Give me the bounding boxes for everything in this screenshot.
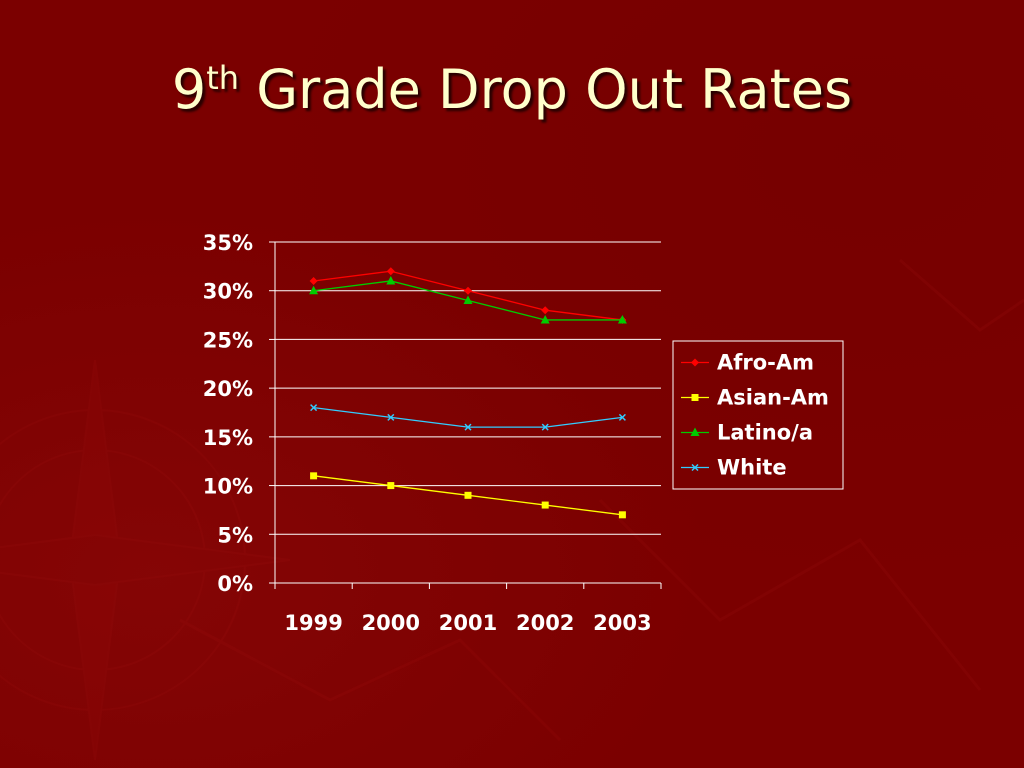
legend-box [672, 340, 844, 490]
x-tick-label: 1999 [284, 611, 342, 635]
legend-swatch-marker [691, 463, 699, 472]
slide-title-main: 9 [171, 58, 207, 121]
data-point [387, 482, 395, 490]
y-tick-label: 0% [217, 572, 253, 596]
legend-label: Asian-Am [717, 386, 829, 410]
data-point [386, 267, 395, 276]
slide-title: 9th Grade Drop Out Rates [0, 55, 1024, 125]
data-point [541, 423, 549, 431]
x-tick-label: 2000 [362, 611, 420, 635]
data-point [464, 423, 472, 431]
series-line-white [313, 406, 623, 428]
x-tick-label: 2003 [593, 611, 651, 635]
data-point [464, 491, 472, 499]
data-point [540, 314, 550, 324]
data-point [618, 511, 626, 519]
y-tick-label: 5% [217, 523, 253, 547]
data-point [310, 404, 318, 412]
data-point [617, 314, 627, 324]
x-tick-label: 2001 [439, 611, 497, 635]
slide-title-superscript: th [206, 59, 240, 97]
data-point [464, 286, 472, 295]
legend-swatch-marker [690, 427, 700, 436]
data-point [541, 501, 549, 509]
y-tick-label: 25% [203, 328, 253, 352]
data-point [309, 276, 318, 285]
legend-label: Latino/a [717, 421, 813, 445]
data-point [386, 275, 396, 285]
legend-swatch-marker [691, 358, 699, 367]
legend-label: Afro-Am [717, 351, 814, 375]
data-point [541, 306, 550, 315]
legend-swatch-marker [691, 394, 699, 401]
data-point [463, 295, 473, 304]
slide-title-rest: Grade Drop Out Rates [239, 58, 853, 121]
data-point [387, 413, 395, 421]
data-point [309, 285, 319, 295]
x-tick-label: 2002 [516, 611, 574, 635]
y-tick-label: 30% [203, 280, 253, 304]
legend-label: White [717, 456, 787, 480]
y-tick-label: 15% [203, 426, 253, 450]
data-point [310, 472, 318, 480]
y-tick-label: 10% [203, 475, 253, 499]
y-tick-label: 20% [203, 377, 253, 401]
y-tick-label: 35% [203, 231, 253, 255]
data-point [618, 413, 626, 421]
